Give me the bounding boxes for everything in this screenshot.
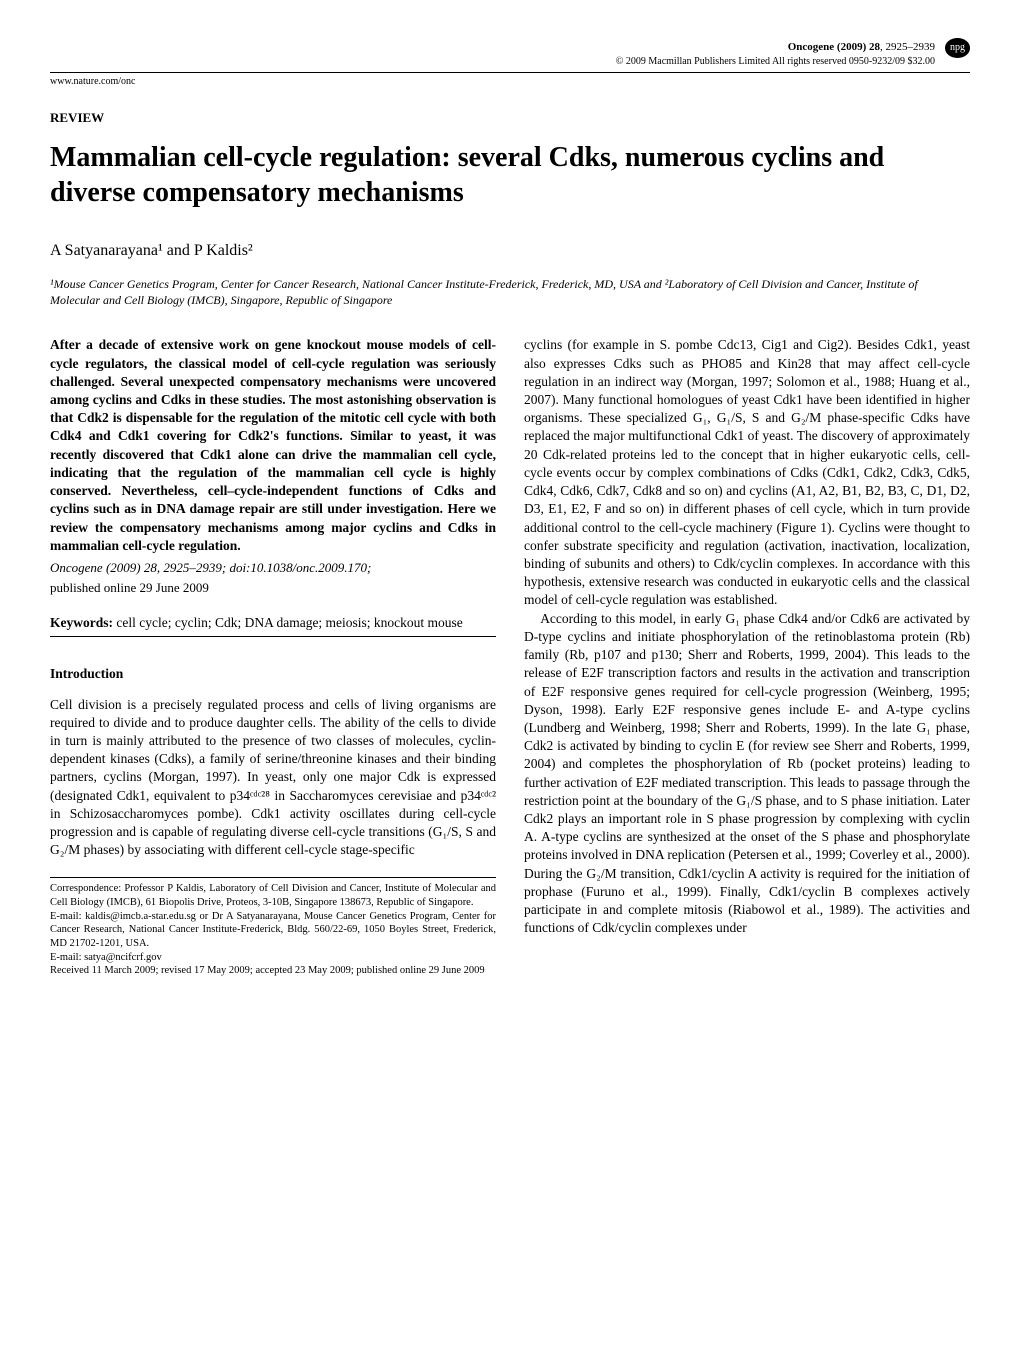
publisher-badge: npg: [945, 38, 970, 58]
copyright-line: © 2009 Macmillan Publishers Limited All …: [50, 55, 970, 69]
keywords-label: Keywords:: [50, 615, 113, 630]
email-footnote-2: E-mail: satya@ncifcrf.gov: [50, 951, 496, 965]
intro-paragraph: Cell division is a precisely regulated p…: [50, 696, 496, 860]
journal-year-vol: (2009) 28: [837, 41, 880, 53]
footnote-separator: [50, 877, 496, 878]
article-type-label: REVIEW: [50, 109, 970, 127]
right-paragraph-2: According to this model, in early G₁ pha…: [524, 610, 970, 938]
section-heading-introduction: Introduction: [50, 665, 496, 683]
journal-name: Oncogene: [788, 41, 834, 53]
email-footnote-1: E-mail: kaldis@imcb.a-star.edu.sg or Dr …: [50, 910, 496, 951]
journal-pages: 2925–2939: [886, 41, 936, 53]
right-column: cyclins (for example in S. pombe Cdc13, …: [524, 336, 970, 978]
citation-details: (2009) 28, 2925–2939; doi:10.1038/onc.20…: [103, 560, 372, 575]
journal-url: www.nature.com/onc: [50, 72, 970, 89]
article-title: Mammalian cell-cycle regulation: several…: [50, 140, 970, 210]
keywords-text: cell cycle; cyclin; Cdk; DNA damage; mei…: [113, 615, 463, 630]
abstract-text: After a decade of extensive work on gene…: [50, 336, 496, 555]
article-citation: Oncogene (2009) 28, 2925–2939; doi:10.10…: [50, 559, 496, 577]
keywords-block: Keywords: cell cycle; cyclin; Cdk; DNA d…: [50, 614, 496, 632]
page-header: npg Oncogene (2009) 28, 2925–2939 © 2009…: [50, 40, 970, 89]
keywords-separator: [50, 636, 496, 637]
received-footnote: Received 11 March 2009; revised 17 May 2…: [50, 964, 496, 978]
journal-citation: Oncogene (2009) 28, 2925–2939: [50, 40, 970, 55]
author-list: A Satyanarayana¹ and P Kaldis²: [50, 240, 970, 262]
footnotes-block: Correspondence: Professor P Kaldis, Labo…: [50, 882, 496, 977]
two-column-layout: After a decade of extensive work on gene…: [50, 336, 970, 978]
citation-journal: Oncogene: [50, 560, 103, 575]
publication-date: published online 29 June 2009: [50, 579, 496, 597]
right-paragraph-1: cyclins (for example in S. pombe Cdc13, …: [524, 336, 970, 609]
affiliations: ¹Mouse Cancer Genetics Program, Center f…: [50, 276, 970, 308]
correspondence-footnote: Correspondence: Professor P Kaldis, Labo…: [50, 882, 496, 909]
left-column: After a decade of extensive work on gene…: [50, 336, 496, 978]
